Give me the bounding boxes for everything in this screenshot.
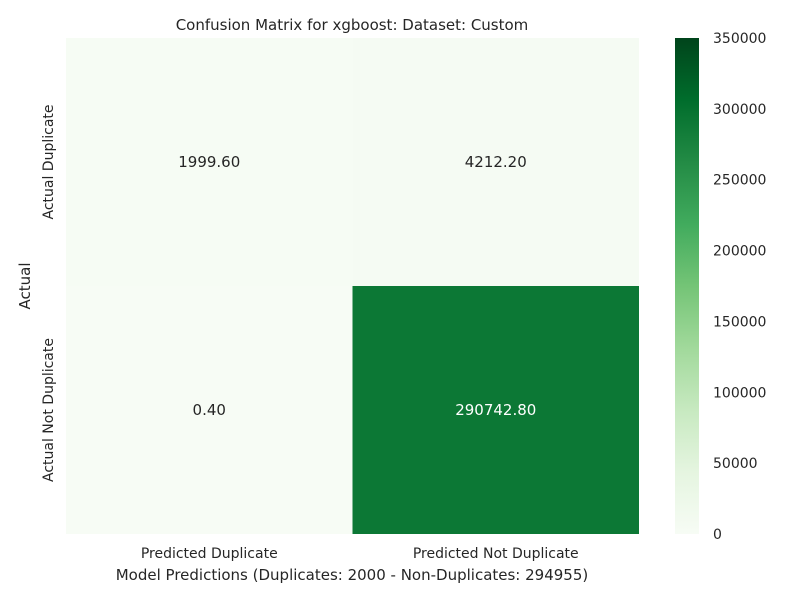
heatmap-cell xyxy=(66,286,353,534)
y-axis-label: Actual xyxy=(16,263,34,310)
colorbar xyxy=(675,38,699,534)
cell-value-label: 4212.20 xyxy=(465,153,527,171)
colorbar-tick-label: 200000 xyxy=(713,244,766,260)
colorbar-tick-label: 0 xyxy=(713,527,722,543)
x-tick-label: Predicted Duplicate xyxy=(141,546,278,562)
cell-value-label: 1999.60 xyxy=(178,153,240,171)
x-axis-label: Model Predictions (Duplicates: 2000 - No… xyxy=(116,566,589,584)
colorbar-tick-label: 50000 xyxy=(713,456,758,472)
heatmap-cell xyxy=(352,286,639,534)
chart-title: Confusion Matrix for xgboost: Dataset: C… xyxy=(176,16,529,34)
y-tick-labels: Actual Duplicate Actual Not Duplicate xyxy=(41,104,57,482)
cell-value-label: 0.40 xyxy=(193,401,226,419)
cell-value-labels: 1999.60 4212.20 0.40 290742.80 xyxy=(178,153,536,419)
heatmap-cell xyxy=(66,38,353,286)
x-tick-label: Predicted Not Duplicate xyxy=(413,546,579,562)
colorbar-tick-label: 150000 xyxy=(713,314,766,330)
x-tick-labels: Predicted Duplicate Predicted Not Duplica… xyxy=(141,546,579,562)
cell-value-label: 290742.80 xyxy=(455,401,536,419)
y-tick-label: Actual Duplicate xyxy=(41,104,57,219)
colorbar-tick-labels: 0 50000 100000 150000 200000 250000 300000 3500… xyxy=(713,31,766,543)
heatmap-cell xyxy=(352,38,639,286)
colorbar-tick-label: 300000 xyxy=(713,102,766,118)
y-tick-label: Actual Not Duplicate xyxy=(41,338,57,482)
colorbar-tick-label: 350000 xyxy=(713,31,766,47)
colorbar-tick-label: 100000 xyxy=(713,385,766,401)
heatmap-cells xyxy=(66,38,639,534)
colorbar-tick-label: 250000 xyxy=(713,173,766,189)
